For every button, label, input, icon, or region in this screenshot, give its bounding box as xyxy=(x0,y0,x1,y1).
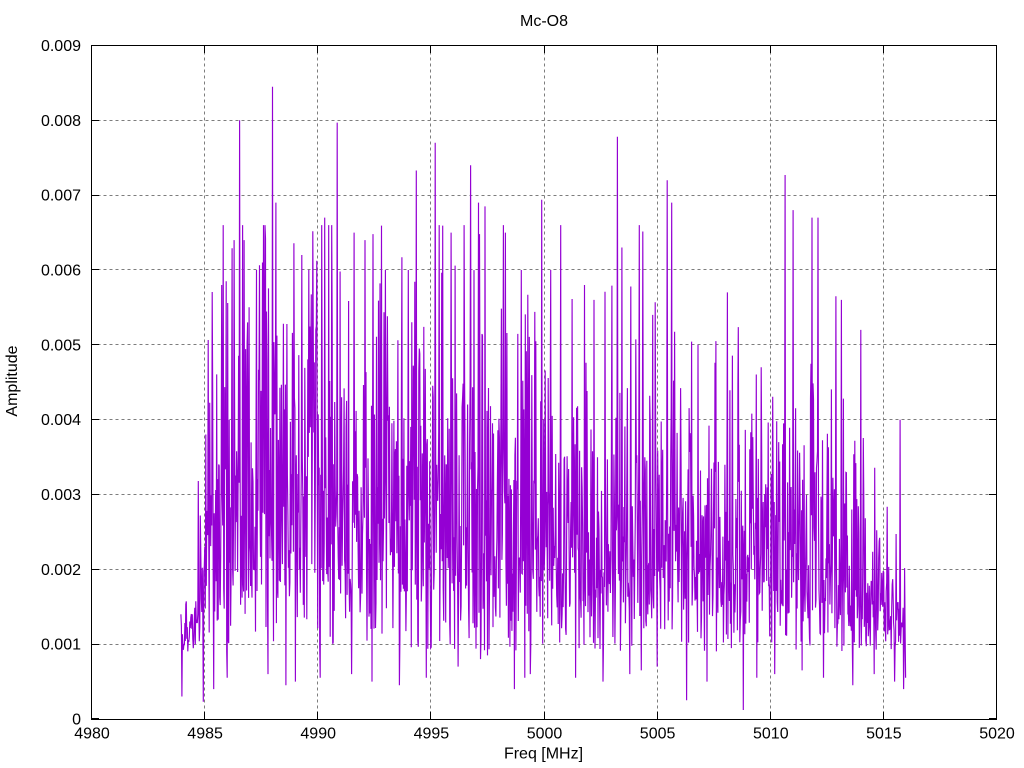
svg-text:Amplitude: Amplitude xyxy=(4,345,21,416)
svg-text:4980: 4980 xyxy=(74,726,110,743)
svg-text:0.008: 0.008 xyxy=(41,113,81,130)
svg-text:Mc-O8: Mc-O8 xyxy=(520,13,568,30)
svg-text:0.004: 0.004 xyxy=(41,412,81,429)
svg-text:0.005: 0.005 xyxy=(41,337,81,354)
svg-text:0.009: 0.009 xyxy=(41,38,81,55)
svg-text:4990: 4990 xyxy=(300,726,336,743)
svg-text:0.003: 0.003 xyxy=(41,487,81,504)
svg-text:4985: 4985 xyxy=(187,726,223,743)
svg-text:5020: 5020 xyxy=(979,726,1015,743)
svg-text:0.006: 0.006 xyxy=(41,263,81,280)
svg-text:4995: 4995 xyxy=(414,726,450,743)
svg-text:5015: 5015 xyxy=(866,726,902,743)
svg-text:0.002: 0.002 xyxy=(41,562,81,579)
svg-text:5005: 5005 xyxy=(640,726,676,743)
svg-text:0.001: 0.001 xyxy=(41,637,81,654)
svg-text:5000: 5000 xyxy=(527,726,563,743)
svg-text:0: 0 xyxy=(72,712,81,729)
svg-text:0.007: 0.007 xyxy=(41,188,81,205)
svg-text:5010: 5010 xyxy=(753,726,789,743)
svg-text:Freq [MHz]: Freq [MHz] xyxy=(504,746,583,763)
